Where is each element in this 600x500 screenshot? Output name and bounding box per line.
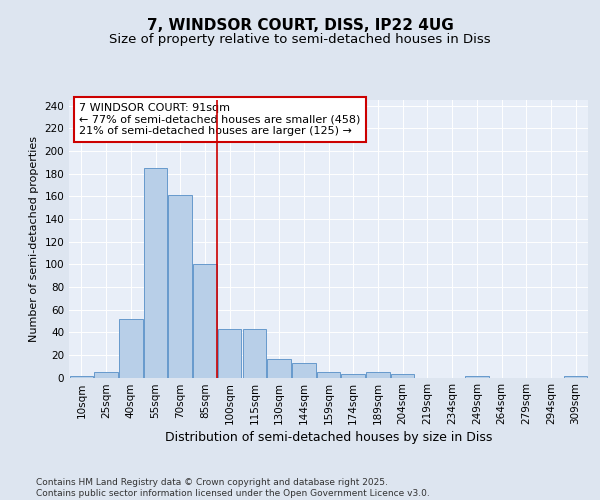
Text: 7, WINDSOR COURT, DISS, IP22 4UG: 7, WINDSOR COURT, DISS, IP22 4UG bbox=[146, 18, 454, 32]
Bar bbox=[268, 360, 291, 378]
Bar bbox=[144, 168, 167, 378]
Bar bbox=[564, 376, 587, 378]
Bar bbox=[94, 372, 118, 378]
Bar bbox=[341, 374, 365, 378]
Y-axis label: Number of semi-detached properties: Number of semi-detached properties bbox=[29, 136, 39, 342]
Bar bbox=[242, 329, 266, 378]
Bar bbox=[119, 318, 143, 378]
Bar bbox=[169, 195, 192, 378]
Text: 7 WINDSOR COURT: 91sqm
← 77% of semi-detached houses are smaller (458)
21% of se: 7 WINDSOR COURT: 91sqm ← 77% of semi-det… bbox=[79, 103, 361, 136]
Text: Size of property relative to semi-detached houses in Diss: Size of property relative to semi-detach… bbox=[109, 32, 491, 46]
Bar bbox=[218, 329, 241, 378]
Text: Contains HM Land Registry data © Crown copyright and database right 2025.
Contai: Contains HM Land Registry data © Crown c… bbox=[36, 478, 430, 498]
Bar bbox=[465, 376, 488, 378]
Bar bbox=[391, 374, 415, 378]
Bar bbox=[317, 372, 340, 378]
X-axis label: Distribution of semi-detached houses by size in Diss: Distribution of semi-detached houses by … bbox=[165, 432, 492, 444]
Bar bbox=[193, 264, 217, 378]
Bar bbox=[70, 376, 93, 378]
Bar bbox=[366, 372, 389, 378]
Bar bbox=[292, 363, 316, 378]
